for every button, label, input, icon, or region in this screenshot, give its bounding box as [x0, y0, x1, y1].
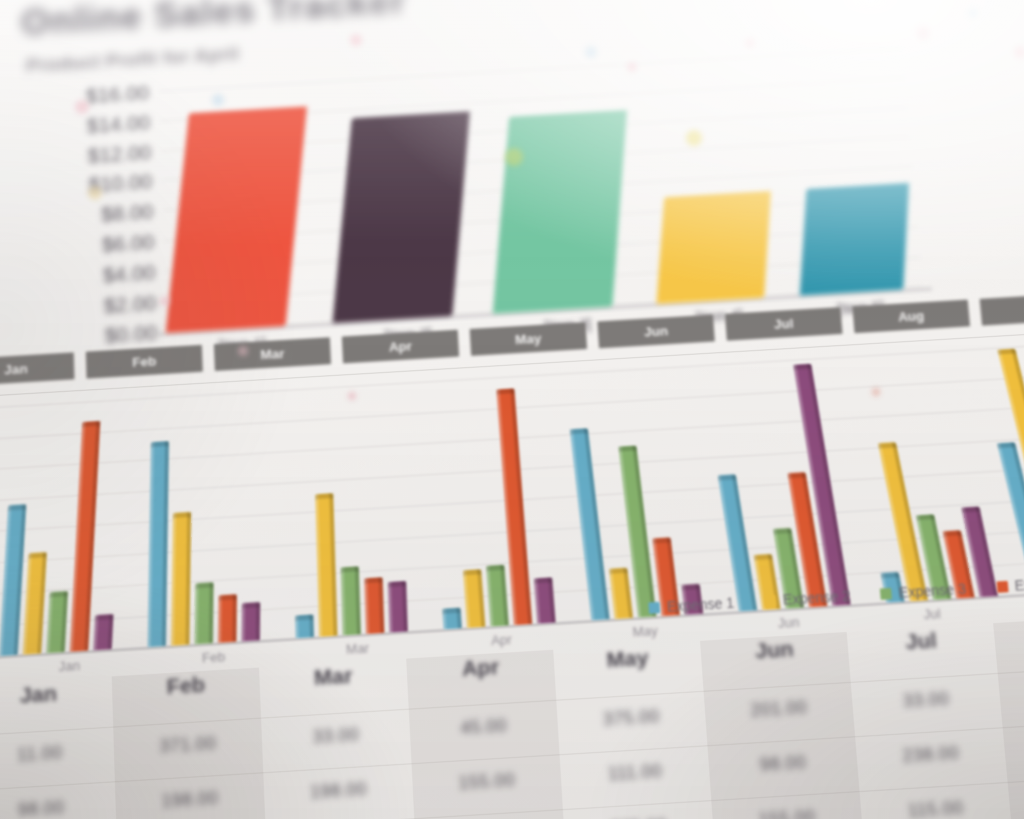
table-cell: 33.00	[262, 721, 411, 751]
legend-swatch	[764, 594, 776, 606]
top-chart-bar	[800, 183, 909, 296]
mid-chart-x-label: Feb	[172, 647, 254, 668]
y-axis-tick-label: $8.00	[0, 201, 154, 235]
top-chart-bar	[657, 191, 771, 304]
table-cell: 111.00	[560, 758, 709, 788]
table-cell: 33.00	[852, 685, 1001, 715]
mid-chart-x-label: Jul	[891, 604, 974, 624]
month-strip-cell: Jan	[0, 352, 75, 386]
mid-chart-x-label: May	[604, 621, 687, 641]
mid-chart-bar	[341, 566, 361, 635]
mid-chart-bar	[463, 569, 485, 628]
confetti-dot	[1014, 46, 1024, 58]
legend-label: Expense 4	[1014, 573, 1024, 593]
table-header-cell: Mar	[259, 661, 407, 695]
month-strip-cell: Aug	[852, 300, 970, 334]
mid-chart-bar	[23, 553, 47, 655]
mid-chart-bar	[609, 568, 633, 619]
table-cell: 238.00	[856, 740, 1006, 770]
mid-chart-bar	[486, 565, 509, 626]
confetti-dot	[627, 62, 637, 72]
mid-chart-group	[426, 375, 562, 630]
paper-sheet: Online Sales Tracker Product Profit for …	[0, 0, 1024, 819]
mid-chart-bar	[388, 581, 408, 632]
confetti-dot	[585, 46, 597, 58]
mid-chart-group	[289, 383, 415, 639]
mid-chart-bar	[171, 511, 191, 645]
mid-chart-x-label: Apr	[460, 630, 542, 650]
mid-chart-bar	[295, 614, 314, 638]
mid-chart-bar	[218, 594, 237, 643]
legend-swatch	[648, 601, 660, 613]
confetti-dot	[75, 100, 89, 114]
mid-chart-bar	[442, 608, 462, 629]
confetti-dot	[916, 26, 930, 40]
top-chart-bar	[333, 111, 470, 323]
y-axis-tick-label: $16.00	[0, 82, 149, 116]
month-strip-cell: Mar	[214, 337, 331, 371]
mid-chart-bar	[242, 603, 261, 642]
top-chart-bar	[493, 110, 627, 314]
table-header-cell: Jan	[0, 679, 112, 713]
month-strip-cell: Sep	[980, 292, 1024, 326]
legend-swatch	[996, 580, 1008, 592]
confetti-dot	[505, 148, 523, 166]
confetti-dot	[686, 130, 702, 146]
confetti-dot	[212, 94, 224, 106]
confetti-dot	[160, 296, 170, 306]
month-strip-cell: Apr	[342, 330, 459, 364]
table-cell: 115.00	[861, 795, 1011, 819]
page-title: Online Sales Tracker	[21, 0, 408, 43]
confetti-dot	[238, 346, 248, 356]
mid-chart-bar	[93, 614, 113, 651]
confetti-dot	[872, 388, 880, 396]
table-cell: 11.00	[0, 739, 114, 769]
table-cell: 98.00	[0, 794, 116, 819]
y-axis-tick-label: $4.00	[0, 261, 156, 296]
confetti-dot	[348, 392, 356, 400]
confetti-dot	[745, 38, 755, 48]
confetti-dot	[350, 34, 362, 46]
confetti-dot	[88, 186, 102, 200]
mid-chart-x-label: Jan	[28, 656, 110, 677]
mid-chart-x-label: Jun	[747, 612, 830, 632]
table-header-cell: Jul	[847, 625, 996, 659]
mid-chart-x-label: Mar	[316, 638, 398, 658]
mid-chart-bar	[195, 583, 214, 645]
month-strip-cell: May	[470, 322, 587, 356]
top-chart-bar	[166, 106, 307, 333]
month-strip-cell: Feb	[86, 345, 203, 379]
mid-chart-group	[0, 399, 132, 656]
y-axis-tick-label: $6.00	[0, 231, 155, 265]
page-subtitle: Product Profit for April	[26, 44, 240, 77]
table-cell: 305.00	[564, 813, 714, 819]
month-strip-cell: Jul	[725, 307, 843, 341]
y-axis-tick-label: $10.00	[0, 171, 153, 205]
mid-chart-bar	[534, 577, 556, 623]
spreadsheet-photo: Online Sales Tracker Product Profit for …	[0, 0, 1024, 819]
mid-chart-group	[148, 391, 269, 647]
table-header-cell: May	[553, 643, 702, 677]
confetti-dot	[968, 8, 978, 18]
mid-chart-bar	[315, 493, 337, 637]
table-cell: 198.00	[264, 776, 413, 806]
table-cell: 375.00	[557, 703, 706, 733]
y-axis-tick-label: $14.00	[0, 111, 151, 145]
y-axis-tick-label: $12.00	[0, 141, 152, 175]
mid-chart-bar	[46, 591, 68, 653]
legend-swatch	[880, 587, 892, 599]
month-strip-cell: Jun	[597, 315, 715, 349]
mid-chart-bar	[148, 441, 169, 647]
mid-chart-bar	[364, 578, 384, 634]
y-axis-tick-label: $2.00	[0, 292, 157, 327]
